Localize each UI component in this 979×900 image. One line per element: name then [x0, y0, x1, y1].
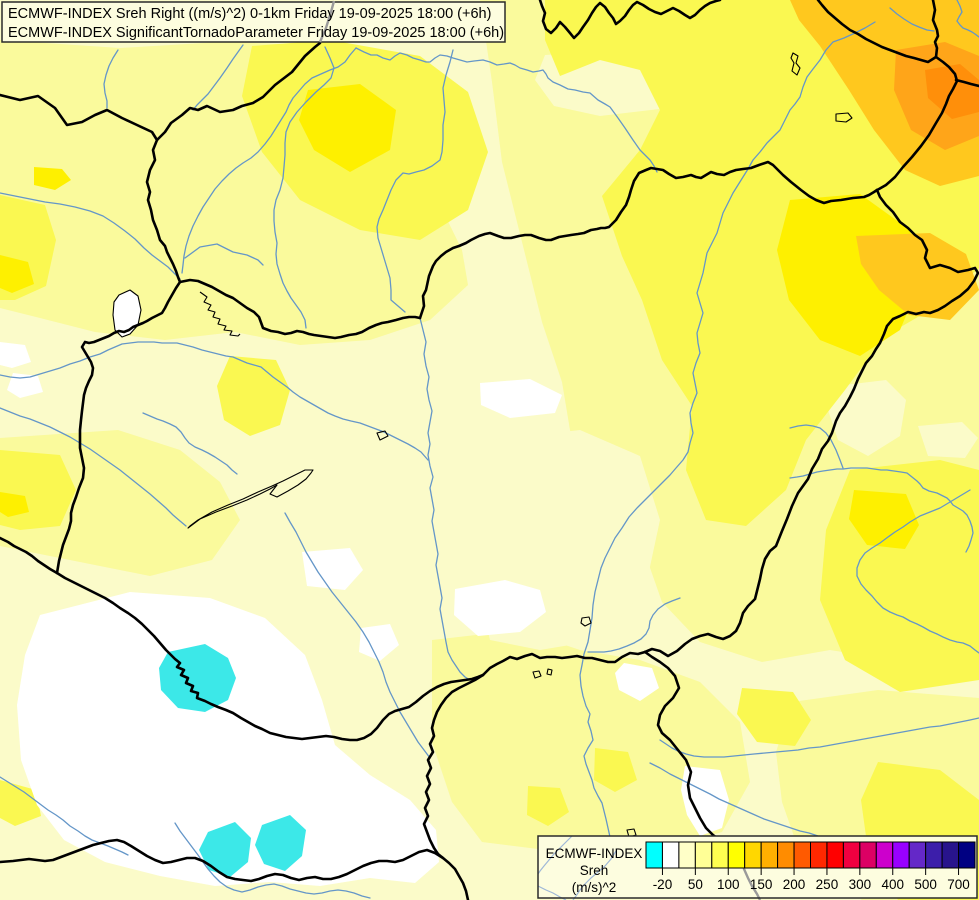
river-through-legend [572, 850, 617, 900]
title-box: ECMWF-INDEX Sreh Right ((m/s)^2) 0-1km F… [1, 0, 506, 43]
contour-field-tier4 [0, 84, 921, 549]
river-through-legend [537, 835, 573, 875]
small-lake [546, 668, 553, 676]
colorbar-cell [810, 841, 828, 869]
colorbar-cell [859, 841, 877, 869]
colorbar-cell [941, 841, 960, 869]
small-lake [532, 670, 542, 679]
small-lake [376, 430, 389, 441]
small-lake [580, 616, 592, 627]
legend-colorbar-ticks: -20 50 100 150 200 250 300 400 500 700 [653, 868, 970, 892]
small-lake [790, 52, 801, 76]
colorbar-cell [842, 841, 861, 869]
colorbar-tick-label: 50 [688, 877, 703, 892]
colorbar-tick-label: 700 [947, 877, 970, 892]
colorbar-cell [645, 841, 663, 869]
colorbar-cell [711, 841, 729, 869]
colorbar-cell [694, 841, 713, 869]
legend-parameter: Sreh [580, 863, 609, 878]
border-through-title-box [318, 0, 336, 43]
colorbar-cell [760, 841, 779, 869]
legend-colorbar [645, 841, 976, 869]
colorbar-tick-label: 250 [816, 877, 839, 892]
legend-box: -20 50 100 150 200 250 300 400 500 700 ECMWF-INDE… [537, 835, 978, 900]
lake-balaton [187, 469, 314, 529]
legend-title: ECMWF-INDEX [546, 846, 643, 861]
colorbar-tick-label: 300 [849, 877, 872, 892]
colorbar-tick-label: 400 [881, 877, 904, 892]
colorbar-tick-label: -20 [653, 877, 673, 892]
colorbar-cell [777, 841, 795, 869]
small-lake [626, 828, 637, 838]
title-box-background [2, 2, 505, 42]
map-title-line1: ECMWF-INDEX Sreh Right ((m/s)^2) 0-1km F… [8, 6, 491, 22]
colorbar-tick-label: 200 [783, 877, 806, 892]
contour-field-white [0, 342, 729, 886]
colorbar-tick-label: 500 [914, 877, 937, 892]
colorbar-tick-label: 150 [750, 877, 773, 892]
colorbar-cell [958, 841, 976, 869]
colorbar-cell [744, 841, 762, 869]
colorbar-cell [727, 841, 746, 869]
colorbar-cell [908, 841, 927, 869]
contour-field-gold-orange [790, 0, 979, 320]
colorbar-cell [793, 841, 811, 869]
danube-meanders [199, 291, 241, 337]
colorbar-cell [826, 841, 844, 869]
colorbar-tick-label: 100 [717, 877, 740, 892]
legend-frame [537, 835, 978, 899]
colorbar-cell [925, 841, 943, 869]
colorbar-cell [678, 841, 696, 869]
colorbar-cell [892, 841, 910, 869]
map-title-line2: ECMWF-INDEX SignificantTornadoParameter … [8, 25, 504, 41]
colorbar-cell [875, 841, 894, 869]
title-box-frame [1, 1, 506, 43]
legend-units: (m/s)^2 [572, 880, 617, 895]
small-lake [835, 112, 853, 123]
colorbar-cell [661, 841, 680, 869]
